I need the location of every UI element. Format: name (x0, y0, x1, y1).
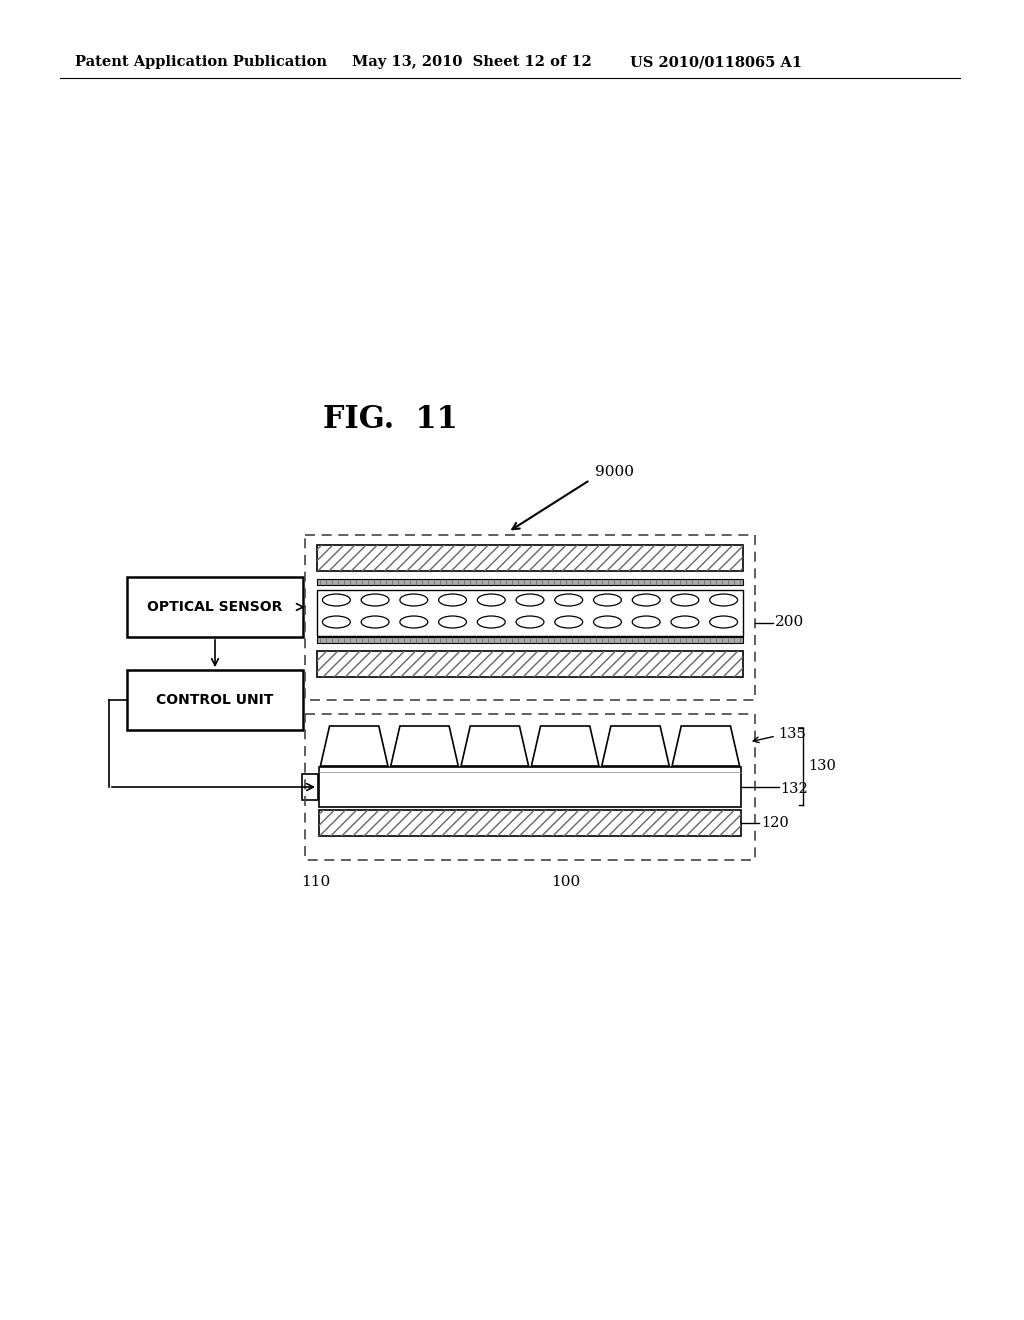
Bar (127, 671, 303, 730)
Text: 200: 200 (775, 615, 804, 630)
Bar (317, 545, 743, 572)
Text: Patent Application Publication: Patent Application Publication (75, 55, 327, 69)
Bar (317, 638, 743, 643)
Bar (317, 651, 743, 677)
Bar (319, 767, 741, 807)
Text: CONTROL UNIT: CONTROL UNIT (157, 693, 273, 708)
Bar (319, 810, 741, 836)
Polygon shape (531, 726, 599, 766)
Text: FIG.  11: FIG. 11 (323, 404, 458, 436)
Polygon shape (321, 726, 388, 766)
Bar (317, 545, 743, 572)
Text: 135: 135 (778, 727, 806, 741)
Polygon shape (391, 726, 459, 766)
Text: 120: 120 (761, 816, 788, 830)
Bar (302, 774, 318, 800)
Bar (319, 810, 741, 836)
Bar (317, 651, 743, 677)
Polygon shape (461, 726, 528, 766)
Text: 110: 110 (301, 875, 331, 888)
Bar (317, 590, 743, 636)
Text: May 13, 2010  Sheet 12 of 12: May 13, 2010 Sheet 12 of 12 (352, 55, 592, 69)
Bar (317, 579, 743, 585)
Text: 132: 132 (780, 781, 808, 796)
Text: 100: 100 (551, 875, 581, 888)
Polygon shape (672, 726, 739, 766)
Polygon shape (602, 726, 670, 766)
Text: OPTICAL SENSOR: OPTICAL SENSOR (147, 601, 283, 614)
Text: US 2010/0118065 A1: US 2010/0118065 A1 (630, 55, 802, 69)
Text: 9000: 9000 (595, 465, 634, 479)
Bar (127, 577, 303, 638)
Text: 130: 130 (808, 759, 836, 774)
